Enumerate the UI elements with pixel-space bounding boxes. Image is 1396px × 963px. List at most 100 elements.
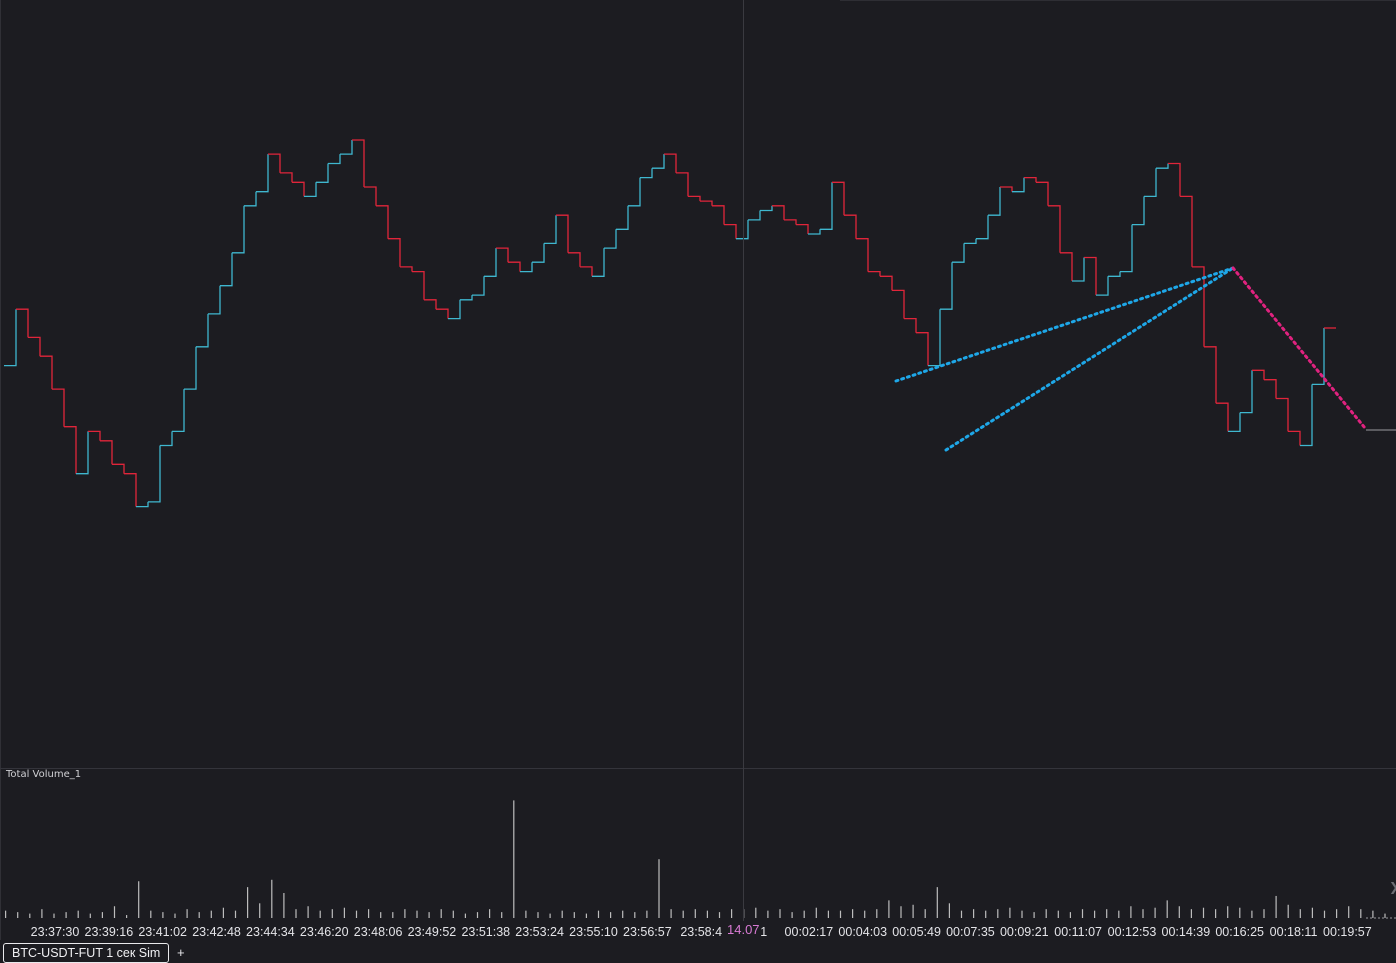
time-tick-label: 23:46:20 — [299, 925, 349, 939]
price-segment — [292, 181, 305, 197]
price-segment — [520, 262, 533, 273]
top-border — [840, 0, 1396, 1]
volume-bar — [259, 903, 261, 918]
volume-bar — [888, 900, 890, 918]
volume-bar — [126, 915, 128, 918]
price-segment — [676, 172, 689, 197]
volume-bar — [307, 906, 309, 918]
volume-bar — [706, 910, 708, 918]
price-segment — [340, 140, 353, 155]
volume-bar — [150, 910, 152, 918]
volume-bar — [113, 906, 116, 918]
volume-bar — [1239, 907, 1241, 918]
tab-btc-usdt-fut[interactable]: BTC-USDT-FUT 1 сек Sim — [3, 943, 170, 963]
drawings-layer — [894, 266, 1367, 452]
time-tick-label: 23:39:16 — [84, 925, 134, 939]
time-tick-label: 23:55:10 — [569, 925, 618, 939]
volume-bar — [852, 909, 854, 918]
price-segment — [616, 205, 629, 230]
time-tick-label: 23:44:34 — [246, 925, 295, 939]
price-segment — [28, 336, 41, 357]
trendline-3[interactable] — [1231, 266, 1367, 430]
crosshair-time-label: 14.07 — [726, 922, 761, 937]
volume-bar — [1130, 906, 1132, 918]
price-segment — [100, 440, 113, 465]
price-segment — [784, 219, 797, 225]
time-tick-label: 00:19:57 — [1323, 925, 1372, 939]
volume-bar — [1336, 909, 1338, 918]
volume-bar — [77, 910, 79, 918]
volume-bar — [186, 909, 188, 918]
price-segment — [244, 191, 257, 207]
trendline-2[interactable] — [944, 266, 1235, 452]
price-segment — [424, 299, 437, 310]
volume-bar — [1360, 909, 1362, 918]
price-segment — [1264, 379, 1277, 399]
volume-bar — [1094, 910, 1096, 918]
price-segment — [664, 153, 677, 173]
price-segment — [112, 463, 125, 474]
price-segment — [220, 252, 233, 287]
volume-bar — [501, 912, 503, 918]
time-tick-label: 00:14:39 — [1161, 925, 1211, 939]
add-tab-button[interactable]: + — [177, 945, 185, 960]
price-segment — [1288, 430, 1301, 446]
price-chart-panel[interactable] — [0, 0, 1396, 768]
price-segment — [1036, 181, 1049, 206]
volume-bar — [1033, 912, 1035, 918]
volume-panel[interactable] — [0, 769, 1396, 921]
time-tick-label: 00:09:21 — [999, 925, 1049, 939]
price-segment — [916, 332, 929, 366]
price-segment — [400, 266, 413, 272]
price-segment — [844, 214, 857, 239]
time-axis[interactable]: 23:37:30 23:39:16 23:41:02 23:42:48 23:44:34… — [0, 921, 1396, 943]
volume-bar — [162, 912, 164, 918]
volume-bar — [1311, 907, 1313, 918]
price-segment — [820, 182, 833, 230]
volume-bar — [597, 910, 600, 918]
volume-bar — [561, 910, 563, 918]
price-segment — [724, 223, 737, 239]
panel-separator[interactable] — [0, 768, 1396, 769]
volume-bar — [331, 909, 333, 918]
chevron-right-icon[interactable]: ❯ — [1389, 880, 1396, 894]
price-segment — [208, 285, 221, 315]
volume-bar — [1190, 909, 1192, 918]
price-segment — [1048, 205, 1061, 253]
volume-bar — [1323, 910, 1326, 918]
price-segment — [232, 205, 245, 254]
time-tick-label: 23:41:02 — [138, 925, 188, 939]
price-segment — [1024, 176, 1037, 183]
price-segment — [64, 426, 77, 474]
volume-bar — [380, 912, 382, 918]
volume-bar — [839, 910, 842, 918]
volume-bar — [960, 910, 963, 918]
price-segment — [376, 205, 389, 239]
price-segment — [1168, 162, 1181, 197]
price-segment — [316, 163, 329, 183]
volume-bar — [283, 893, 285, 918]
price-segment — [472, 276, 485, 296]
volume-bar — [29, 913, 31, 918]
volume-bar — [585, 913, 587, 918]
trendline-1[interactable] — [894, 266, 1235, 383]
price-segment — [484, 248, 497, 277]
volume-bar — [1009, 907, 1011, 918]
volume-bar — [489, 909, 491, 918]
price-segment — [736, 219, 749, 240]
volume-bar — [634, 912, 636, 918]
volume-bar — [985, 910, 987, 918]
price-segment — [712, 205, 725, 225]
price-segment — [1096, 276, 1109, 296]
time-tick-label: 23:49:52 — [407, 925, 457, 939]
price-segment — [904, 317, 917, 333]
price-segment — [496, 247, 509, 263]
time-tick-label: 23:37:30 — [30, 925, 80, 939]
price-segment — [1108, 271, 1121, 277]
price-segment — [1252, 369, 1265, 380]
price-segment — [352, 139, 365, 187]
volume-bar — [1251, 910, 1253, 918]
price-segment — [580, 266, 593, 277]
time-tick-label: 00:11:07 — [1054, 925, 1103, 939]
price-segment — [700, 200, 713, 206]
